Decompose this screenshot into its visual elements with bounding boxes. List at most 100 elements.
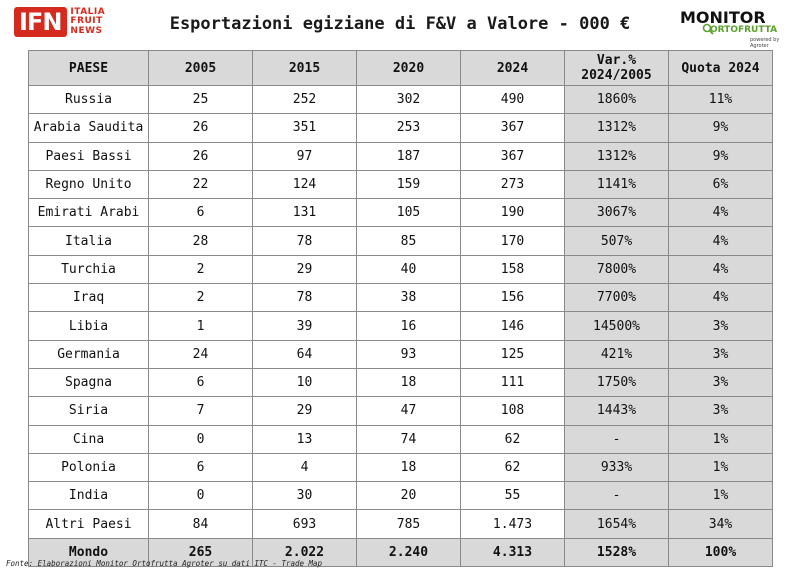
cell-y2024: 55 (460, 481, 565, 511)
cell-var: 1443% (564, 396, 669, 426)
cell-y2024: 125 (460, 339, 565, 369)
cell-country: Turchia (28, 254, 149, 285)
cell-y2024: 190 (460, 198, 565, 228)
export-table: PAESE 2005 2015 2020 2024 Var.% 2024/2005 Quota… (28, 50, 773, 568)
cell-y2015: 13 (252, 424, 357, 454)
cell-country: Altri Paesi (28, 509, 149, 539)
cell-y2024: 170 (460, 226, 565, 256)
cell-y2024: 158 (460, 254, 565, 285)
cell-y2024: 490 (460, 84, 565, 115)
column-header-text: 2015 (288, 60, 321, 76)
table-row: India 0 30 20 55-1% (28, 481, 773, 511)
column-header-text: 2005 (184, 60, 217, 76)
cell-var: 1528% (564, 537, 669, 568)
cell-quota: 4% (668, 254, 773, 285)
cell-var: 1860% (564, 84, 669, 115)
cell-var: 7800% (564, 254, 669, 285)
cell-var: - (564, 424, 669, 454)
cell-country: Polonia (28, 452, 149, 483)
cell-var: 933% (564, 452, 669, 483)
cell-y2005: 6 (148, 198, 253, 228)
table-row: Turchia 2 29 40 158 7800% 4% (28, 254, 773, 285)
table-row: Emirati Arabi 6 131 105 190 3067% 4% (28, 198, 773, 228)
cell-y2005: 84 (148, 509, 253, 539)
column-header-y2024: 2024 (460, 50, 565, 86)
ifn-logo-words: ITALIA FRUIT NEWS (70, 7, 105, 37)
cell-country: Siria (28, 396, 149, 426)
cell-country: Iraq (28, 283, 149, 313)
table-row: Siria 7 29 47 108 1443% 3% (28, 396, 773, 426)
cell-var: 1750% (564, 367, 669, 398)
cell-quota: 9% (668, 141, 773, 171)
cell-var: 7700% (564, 283, 669, 313)
column-header-text: Var.% (596, 53, 637, 68)
cell-quota: 1% (668, 424, 773, 454)
cell-country: Emirati Arabi (28, 198, 149, 228)
total-row: Mondo 265 2.022 2.240 4.313 1528% 100% (28, 537, 773, 568)
cell-y2024: 273 (460, 169, 565, 200)
cell-quota: 100% (668, 537, 773, 568)
ifn-logo-line3: NEWS (70, 25, 103, 36)
cell-y2005: 28 (148, 226, 253, 256)
cell-country: Cina (28, 424, 149, 454)
table-row: Polonia 6 4 18 62 933% 1% (28, 452, 773, 483)
cell-var: 3067% (564, 198, 669, 228)
cell-country: Germania (28, 339, 149, 369)
cell-country: Regno Unito (28, 169, 149, 200)
cell-y2020: 105 (356, 198, 461, 228)
table-row: Iraq 2 78 38 156 7700% 4% (28, 283, 773, 313)
cell-y2024: 367 (460, 141, 565, 171)
cell-y2015: 693 (252, 509, 357, 539)
column-header-country: PAESE (28, 50, 149, 86)
cell-y2005: 6 (148, 367, 253, 398)
cell-country: Mondo (28, 537, 149, 568)
column-header-y2020: 2020 (356, 50, 461, 86)
cell-var: - (564, 481, 669, 511)
cell-y2024: 1.473 (460, 509, 565, 539)
cell-y2005: 1 (148, 311, 253, 341)
ifn-logo-line2: FRUIT (70, 16, 103, 27)
table-row: Arabia Saudita 26 351 253 367 1312% 9% (28, 113, 773, 143)
cell-y2015: 10 (252, 367, 357, 398)
cell-quota: 3% (668, 396, 773, 426)
cell-y2020: 302 (356, 84, 461, 115)
table-row: Paesi Bassi 26 97 187 367 1312% 9% (28, 141, 773, 171)
cell-y2020: 47 (356, 396, 461, 426)
column-header-text: PAESE (68, 60, 109, 76)
table-row: Russia 25 252 302 490 1860% 11% (28, 84, 773, 115)
header: IFN ITALIA FRUIT NEWS Esportazioni egizi… (0, 0, 800, 49)
cell-y2024: 156 (460, 283, 565, 313)
cell-y2024: 111 (460, 367, 565, 398)
cell-y2020: 253 (356, 113, 461, 143)
cell-y2020: 18 (356, 452, 461, 483)
cell-quota: 9% (668, 113, 773, 143)
cell-y2005: 0 (148, 424, 253, 454)
table-row: Cina 0 13 74 62-1% (28, 424, 773, 454)
cell-country: Arabia Saudita (28, 113, 149, 143)
cell-quota: 4% (668, 226, 773, 256)
cell-country: Italia (28, 226, 149, 256)
cell-quota: 3% (668, 311, 773, 341)
monitor-logo-line2: ORTOFRUTTA (710, 25, 778, 35)
cell-y2005: 6 (148, 452, 253, 483)
cell-y2024: 108 (460, 396, 565, 426)
cell-y2015: 78 (252, 283, 357, 313)
cell-quota: 34% (668, 509, 773, 539)
cell-y2015: 131 (252, 198, 357, 228)
cell-y2020: 2.240 (356, 537, 461, 568)
cell-y2015: 97 (252, 141, 357, 171)
cell-y2024: 62 (460, 424, 565, 454)
cell-var: 1312% (564, 141, 669, 171)
cell-y2024: 367 (460, 113, 565, 143)
table-row: Altri Paesi 84 693 785 1.473 1654% 34% (28, 509, 773, 539)
cell-y2015: 2.022 (252, 537, 357, 568)
column-header-text: 2024/2005 (581, 68, 652, 83)
cell-y2020: 18 (356, 367, 461, 398)
cell-y2024: 146 (460, 311, 565, 341)
column-header-text: Quota 2024 (681, 60, 760, 76)
cell-y2005: 2 (148, 283, 253, 313)
cell-y2020: 187 (356, 141, 461, 171)
cell-y2015: 39 (252, 311, 357, 341)
cell-country: Libia (28, 311, 149, 341)
cell-y2015: 29 (252, 254, 357, 285)
